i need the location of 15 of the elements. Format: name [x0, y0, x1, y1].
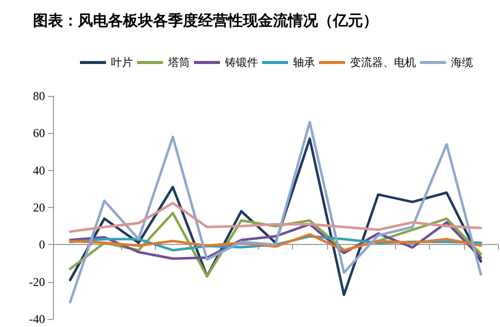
- legend-label: 塔筒: [167, 56, 190, 69]
- line-series: [68, 202, 482, 233]
- y-tick-label: -20: [29, 274, 45, 289]
- legend-label: 轴承: [293, 56, 315, 69]
- legend-label: 叶片: [111, 56, 133, 69]
- y-tick-label: 40: [33, 163, 45, 178]
- y-tick-label: 80: [33, 89, 45, 103]
- y-tick-label: 20: [33, 200, 45, 214]
- legend-label: 变流器、电机: [350, 56, 416, 69]
- legend-label: 铸锻件: [224, 56, 258, 69]
- y-tick-label: 0: [39, 238, 45, 252]
- y-tick-label: 60: [33, 126, 45, 140]
- legend-label: 海缆: [451, 56, 473, 69]
- y-tick-label: -40: [29, 312, 45, 326]
- chart-title: 图表：风电各板块各季度经营性现金流情况（亿元）: [33, 12, 378, 30]
